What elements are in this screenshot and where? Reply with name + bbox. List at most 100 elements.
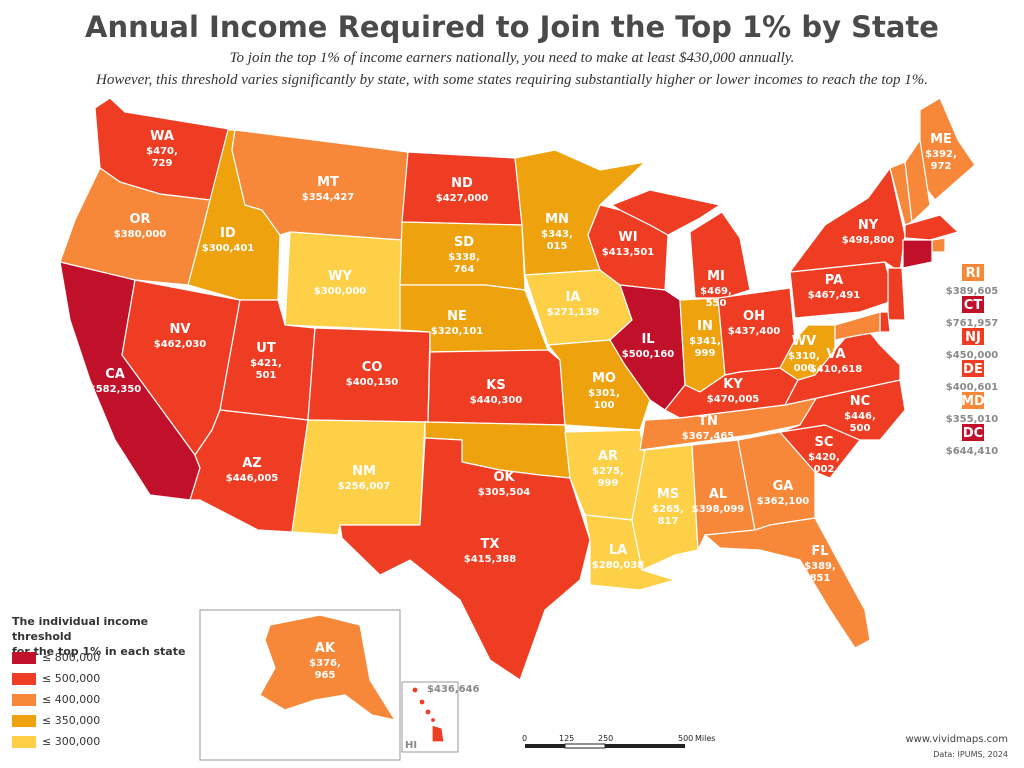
state-abbr-IN: IN [697,319,713,334]
state-label-VA: VA $410,618 [810,347,863,375]
state-value-AR: 999 [598,478,619,489]
state-NY[interactable] [789,167,906,273]
scale-tick-125: 125 [559,734,574,743]
state-abbr-KS: KS [486,378,505,393]
state-value-LA: $280,038 [592,560,645,571]
state-abbr-GA: GA [773,479,794,494]
state-FL[interactable] [704,517,871,649]
state-abbr-UT: UT [256,341,276,356]
state-CT[interactable] [902,239,933,269]
small-state-value-DE: $400,601 [946,382,999,393]
state-MD[interactable] [834,311,881,341]
subtitle-line-2: However, this threshold varies significa… [95,72,928,88]
state-label-IL: IL $500,160 [622,332,675,360]
state-value-SC: 002 [814,464,835,475]
legend-swatch [12,736,36,748]
state-value-ME: $392, [925,149,957,160]
state-DE[interactable] [879,311,891,333]
state-CO[interactable] [307,327,431,423]
state-value-AK: $376, [309,658,341,669]
small-state-value-RI: $389,605 [946,286,999,297]
data-source: Data: IPUMS, 2024 [933,750,1008,759]
state-label-WY: WY $300,000 [314,269,367,297]
state-label-SC: SC $420,002 [808,435,840,475]
state-value-OK: $305,504 [478,487,531,498]
state-abbr-WY: WY [328,269,352,284]
state-label-GA: GA $362,100 [757,479,810,507]
state-label-WA: WA $470,729 [146,129,178,169]
state-RI[interactable] [931,237,946,253]
state-TX[interactable] [339,437,591,681]
state-value-KY: $470,005 [707,394,760,405]
state-value-OH: $437,400 [728,326,781,337]
state-value-SC: $420, [808,452,840,463]
state-label-SD: SD $338,764 [448,235,480,275]
state-value-WY: $300,000 [314,286,367,297]
state-value-AZ: $446,005 [226,473,279,484]
state-abbr-ID: ID [220,226,236,241]
state-NC[interactable] [779,379,906,441]
state-value-AR: $275, [592,466,624,477]
state-MA[interactable] [904,214,959,241]
state-abbr-AK: AK [315,641,336,656]
legend-label: ≤ 400,000 [42,693,101,706]
state-value-UT: 501 [256,370,277,381]
state-MI-UP[interactable] [611,189,721,236]
state-MI[interactable] [689,211,751,299]
state-value-PA: $467,491 [808,290,861,301]
scale-tick-250: 250 [598,734,613,743]
state-AK[interactable] [259,614,396,721]
state-abbr-AZ: AZ [242,456,262,471]
state-label-TX: TX $415,388 [464,537,517,565]
state-abbr-WA: WA [150,129,174,144]
state-abbr-ME: ME [930,132,952,147]
state-HI[interactable] [411,686,445,743]
state-value-MI: 550 [706,298,727,309]
legend-swatch [12,715,36,727]
state-abbr-IL: IL [641,332,654,347]
small-state-swatch-MD [962,392,984,409]
state-NH[interactable] [904,139,931,223]
state-label-WI: WI $413,501 [602,230,655,258]
state-abbr-MT: MT [317,175,339,190]
state-abbr-TX: TX [481,537,500,552]
state-value-ND: $427,000 [436,193,489,204]
state-IL[interactable] [609,284,686,411]
state-abbr-ND: ND [451,176,473,191]
state-label-WV: WV $310,000 [788,334,820,374]
state-value-MS: $265, [652,504,684,515]
small-state-RI: RI $389,605 [946,264,999,297]
state-value-AK: 965 [315,670,336,681]
small-state-swatch-NJ [962,328,984,345]
state-abbr-NC: NC [850,394,870,409]
legend-label: ≤ 300,000 [42,735,101,748]
state-abbr-HI: HI [405,740,417,751]
state-abbr-MS: MS [657,487,679,502]
state-VA[interactable] [784,319,901,406]
state-abbr-KY: KY [723,377,743,392]
state-label-AZ: AZ $446,005 [226,456,279,484]
scale-tick-500: 500 [678,734,693,743]
state-value-IA: $271,139 [547,307,600,318]
page-title: Annual Income Required to Join the Top 1… [85,10,939,44]
legend-title-line-1: The individual income threshold [12,615,149,643]
state-value-OR: $380,000 [114,229,167,240]
state-value-FL: 851 [810,573,831,584]
small-state-swatch-DE [962,360,984,377]
subtitle-line-1: To join the top 1% of income earners nat… [229,50,795,66]
small-state-abbr-RI: RI [966,266,981,281]
state-NJ[interactable] [887,267,906,321]
state-value-GA: $362,100 [757,496,810,507]
state-abbr-TN: TN [698,414,718,429]
small-state-MD: MD $355,010 [946,392,998,425]
alaska-inset-frame [199,609,401,761]
state-value-CA: $582,350 [89,384,142,395]
state-abbr-NM: NM [352,464,376,479]
state-value-IN: $341, [689,336,721,347]
legend-title: The individual income threshold for the … [12,614,202,659]
site-credit: www.vividmaps.com [905,734,1009,745]
small-state-CT: CT $761,957 [946,296,998,329]
state-label-UT: UT $421,501 [250,341,282,381]
state-value-SD: $338, [448,252,480,263]
state-label-MO: MO $301,100 [588,371,620,411]
